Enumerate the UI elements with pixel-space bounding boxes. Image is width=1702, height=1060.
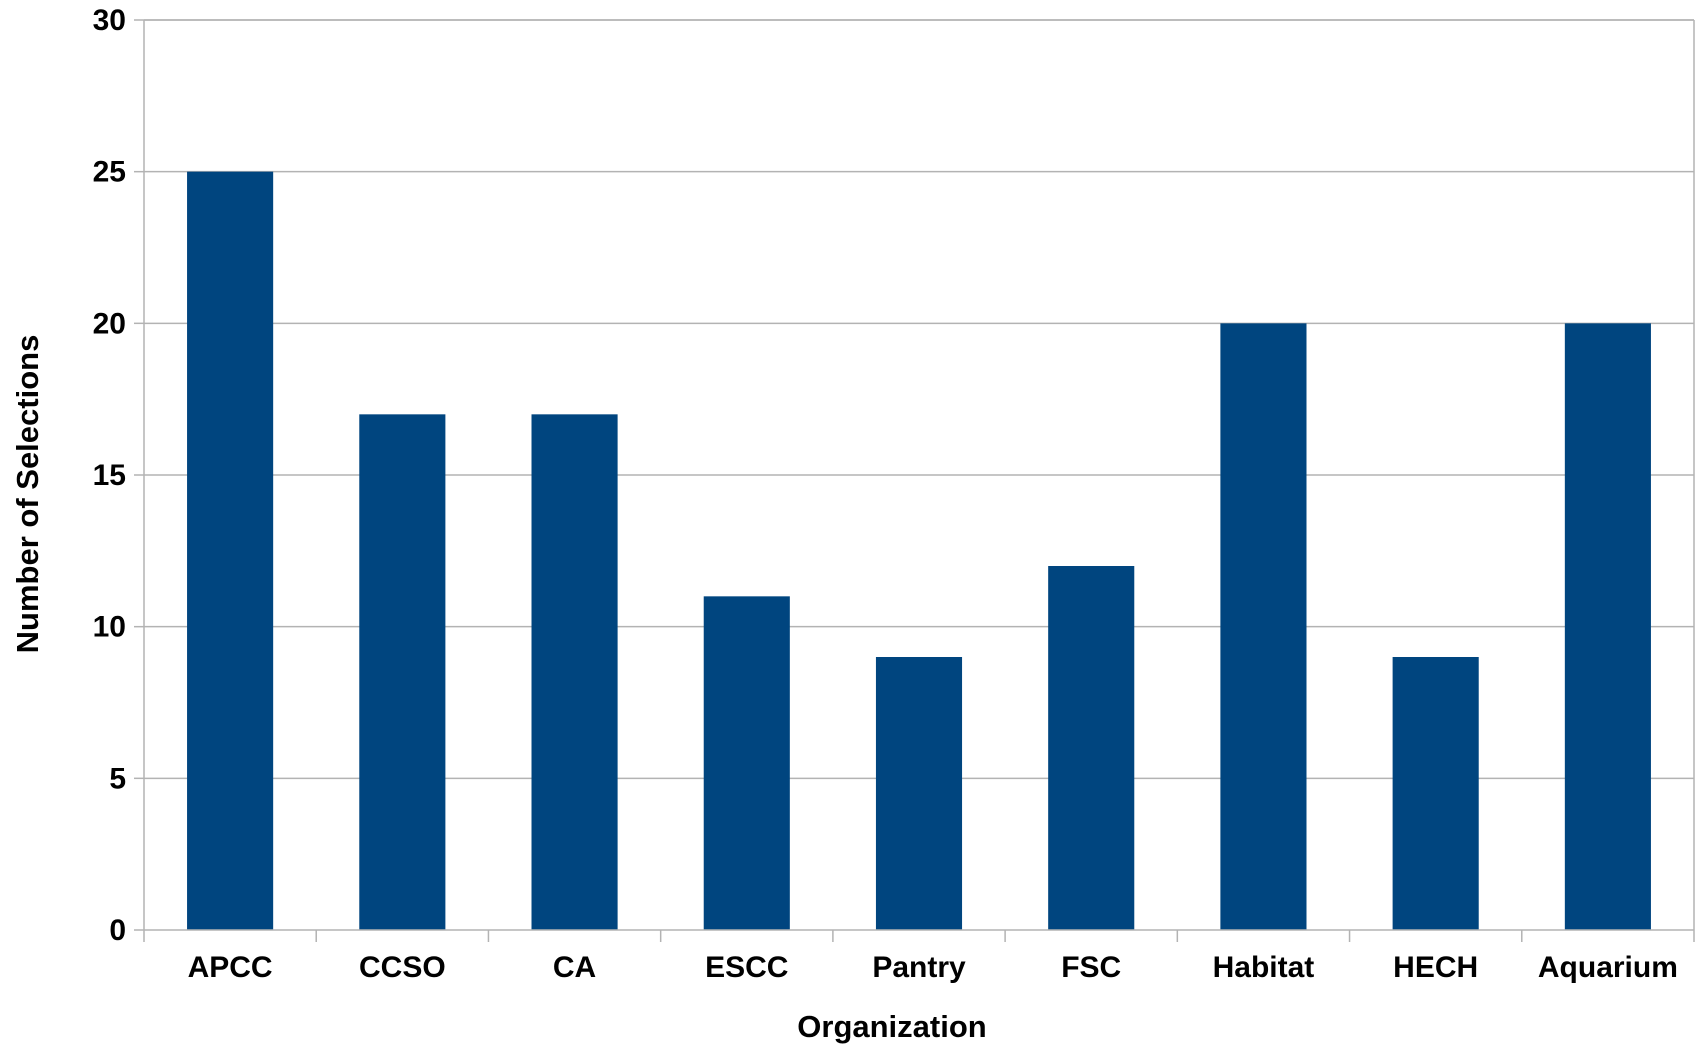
x-tick-label: Pantry bbox=[872, 951, 966, 984]
y-tick-label: 30 bbox=[93, 4, 126, 37]
bar-hech bbox=[1392, 657, 1479, 930]
y-tick-label: 10 bbox=[93, 611, 126, 644]
x-tick-label: ESCC bbox=[705, 951, 788, 984]
x-tick-label: Aquarium bbox=[1538, 951, 1678, 984]
tick-labels: 0 5 10 15 20 25 30 APCC CCSO CA ESCC Pantry FSC Habit… bbox=[93, 4, 1678, 984]
y-tick-label: 20 bbox=[93, 307, 126, 340]
bar-pantry bbox=[875, 657, 963, 930]
bar-fsc bbox=[1048, 566, 1135, 930]
axes bbox=[134, 19, 1695, 942]
bar-ca bbox=[531, 414, 618, 930]
y-tick-label: 15 bbox=[93, 459, 126, 492]
x-tick-label: Habitat bbox=[1213, 951, 1315, 984]
bars bbox=[187, 171, 1651, 930]
y-axis-title: Number of Selections bbox=[10, 335, 45, 654]
x-tick-label: CCSO bbox=[359, 951, 446, 984]
bar-escc bbox=[703, 596, 790, 930]
bar-aquarium bbox=[1564, 323, 1651, 930]
x-tick-label: FSC bbox=[1061, 951, 1121, 984]
x-tick-label: APCC bbox=[188, 951, 273, 984]
y-tick-label: 0 bbox=[109, 914, 126, 947]
bar-habitat bbox=[1220, 323, 1307, 930]
y-tick-label: 5 bbox=[109, 762, 126, 795]
y-tick-label: 25 bbox=[93, 156, 126, 189]
x-tick-label: CA bbox=[553, 951, 596, 984]
x-tick-label: HECH bbox=[1393, 951, 1478, 984]
bar-ccso bbox=[359, 414, 446, 930]
x-axis-title: Organization bbox=[797, 1009, 986, 1044]
bar-apcc bbox=[187, 171, 274, 930]
